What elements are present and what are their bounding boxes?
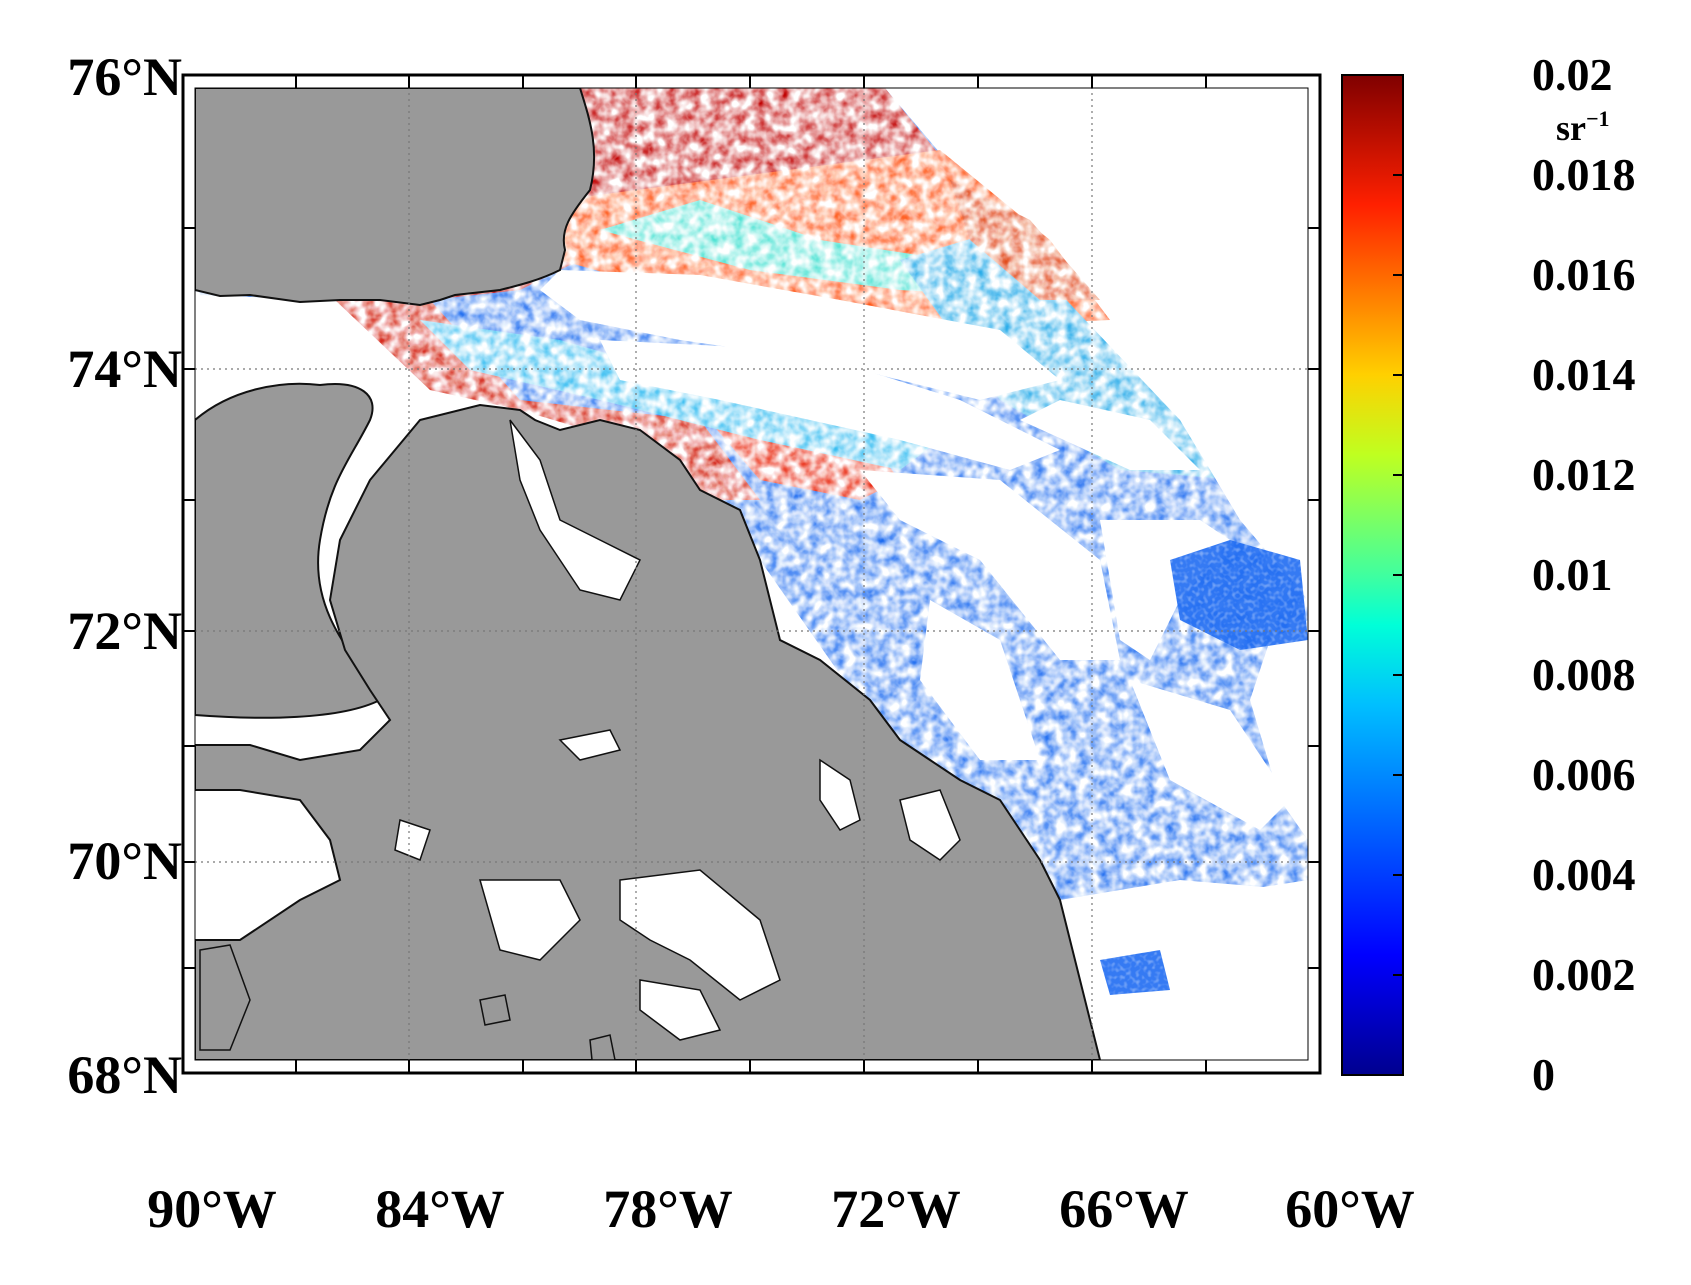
colorbar-label-0.002: 0.002 — [1532, 949, 1636, 1000]
colorbar-label-0.016: 0.016 — [1532, 249, 1636, 300]
colorbar-label-0.012: 0.012 — [1532, 449, 1636, 500]
inlets — [394, 419, 961, 1041]
lat-label-76n: 76°N — [67, 47, 182, 107]
colorbar-label-0: 0 — [1532, 1049, 1555, 1100]
colorbar-label-0.004: 0.004 — [1532, 849, 1636, 900]
map-inner-frame — [194, 87, 1309, 1061]
colorbar-label-0.018: 0.018 — [1532, 149, 1636, 200]
graticule — [183, 75, 1320, 1073]
map-ticks — [183, 75, 1320, 1073]
lat-label-72n: 72°N — [67, 601, 182, 661]
colorbar-unit-exponent: −1 — [1586, 106, 1610, 131]
small-islands — [199, 944, 616, 1060]
map-content — [195, 88, 1308, 1060]
lon-label-90w: 90°W — [147, 1179, 277, 1239]
colorbar — [1341, 74, 1404, 1076]
map-frame — [181, 73, 1322, 1075]
colorbar-label-0.02: 0.02 — [1532, 49, 1613, 100]
colorbar-ticks — [1393, 174, 1403, 976]
colorbar-unit-base: sr — [1556, 108, 1586, 148]
colorbar-label-0.01: 0.01 — [1532, 549, 1613, 600]
lon-label-72w: 72°W — [831, 1179, 961, 1239]
colorbar-label-0.006: 0.006 — [1532, 749, 1636, 800]
lat-label-70n: 70°N — [67, 831, 182, 891]
colorbar-label-0.008: 0.008 — [1532, 649, 1636, 700]
lon-label-60w: 60°W — [1285, 1179, 1415, 1239]
colorbar-unit: sr−1 — [1556, 106, 1610, 148]
lon-label-66w: 66°W — [1059, 1179, 1189, 1239]
land — [195, 88, 1102, 1060]
lat-label-68n: 68°N — [67, 1045, 182, 1105]
lon-label-78w: 78°W — [603, 1179, 733, 1239]
lon-label-84w: 84°W — [375, 1179, 505, 1239]
colorbar-label-0.014: 0.014 — [1532, 349, 1636, 400]
lat-label-74n: 74°N — [67, 339, 182, 399]
